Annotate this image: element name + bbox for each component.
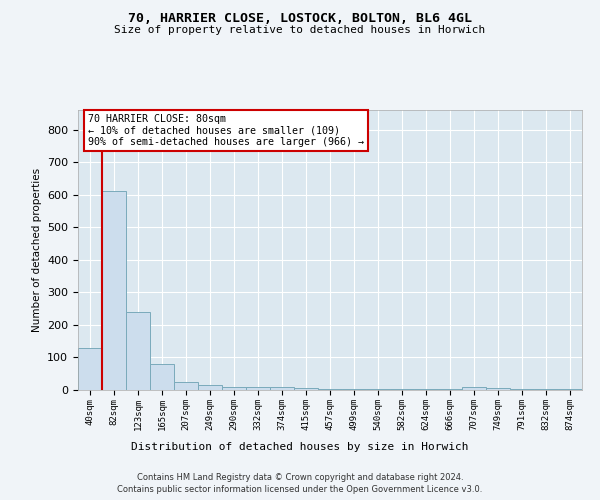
Y-axis label: Number of detached properties: Number of detached properties [32, 168, 41, 332]
Text: Size of property relative to detached houses in Horwich: Size of property relative to detached ho… [115, 25, 485, 35]
Bar [342, 389, 366, 390]
Bar [222, 386, 246, 390]
Bar [294, 388, 318, 390]
Bar [318, 389, 342, 390]
Bar [486, 388, 510, 390]
Bar [174, 382, 198, 390]
Text: Distribution of detached houses by size in Horwich: Distribution of detached houses by size … [131, 442, 469, 452]
Bar [126, 312, 150, 390]
Bar [102, 192, 126, 390]
Text: Contains HM Land Registry data © Crown copyright and database right 2024.: Contains HM Land Registry data © Crown c… [137, 472, 463, 482]
Bar [198, 385, 222, 390]
Text: 70, HARRIER CLOSE, LOSTOCK, BOLTON, BL6 4GL: 70, HARRIER CLOSE, LOSTOCK, BOLTON, BL6 … [128, 12, 472, 26]
Text: Contains public sector information licensed under the Open Government Licence v3: Contains public sector information licen… [118, 485, 482, 494]
Bar [78, 348, 102, 390]
Bar [462, 388, 486, 390]
Bar [150, 364, 174, 390]
Bar [270, 388, 294, 390]
Bar [246, 388, 270, 390]
Text: 70 HARRIER CLOSE: 80sqm
← 10% of detached houses are smaller (109)
90% of semi-d: 70 HARRIER CLOSE: 80sqm ← 10% of detache… [88, 114, 364, 148]
